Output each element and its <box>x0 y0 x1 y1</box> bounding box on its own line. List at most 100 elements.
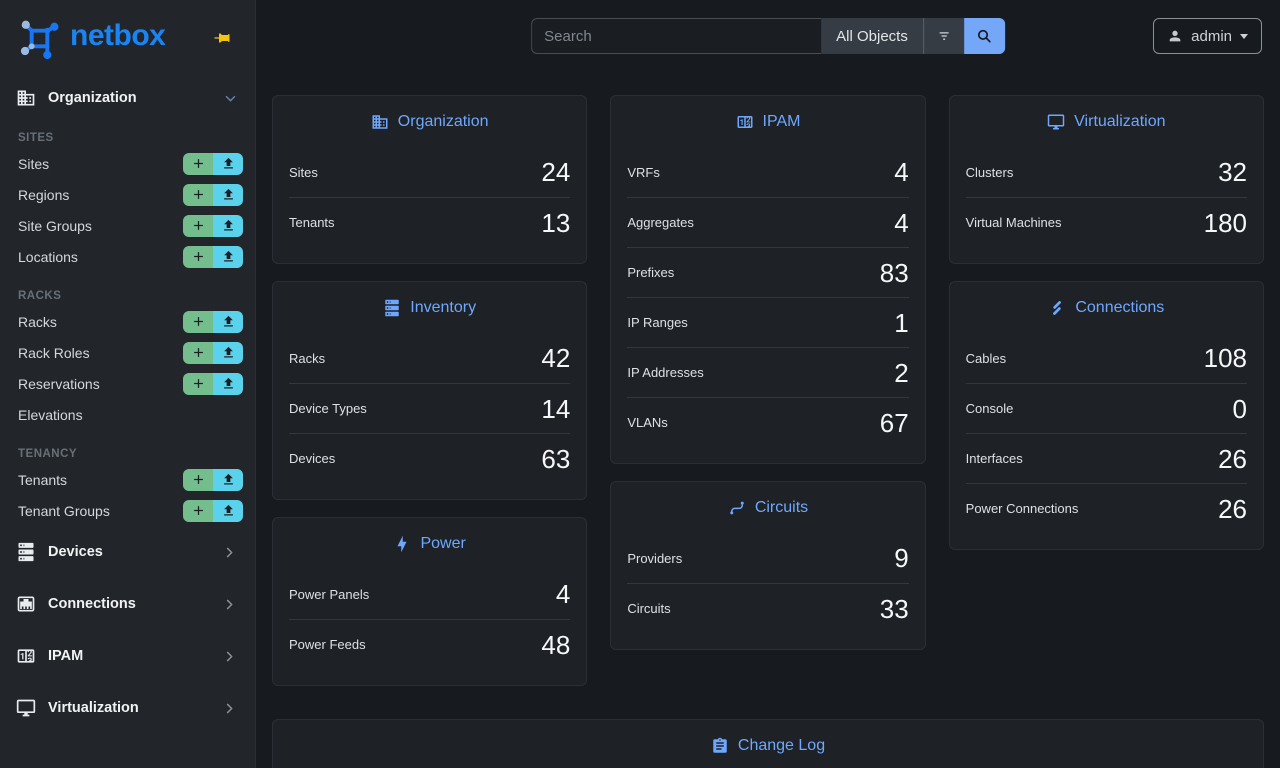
stat-row: Cables 108 <box>966 333 1247 383</box>
import-button[interactable] <box>213 310 243 333</box>
monitor-icon <box>16 698 36 718</box>
import-button[interactable] <box>213 341 243 364</box>
stat-label-link[interactable]: VLANs <box>627 415 668 430</box>
stat-label-link[interactable]: Power Connections <box>965 501 1079 516</box>
caret-down-icon <box>1240 33 1248 39</box>
sidebar-item-tenants[interactable]: Tenants <box>0 464 255 495</box>
sidebar-group-virtualization[interactable]: Virtualization <box>0 682 255 734</box>
sidebar-item-regions[interactable]: Regions <box>0 179 255 210</box>
stat-label-link[interactable]: Virtual Machines <box>965 215 1062 230</box>
add-button[interactable] <box>183 372 213 395</box>
stat-label-link[interactable]: Power Feeds <box>289 637 366 652</box>
import-button[interactable] <box>213 468 243 491</box>
brand-name: netbox <box>70 19 166 52</box>
stat-label-link[interactable]: Interfaces <box>965 451 1023 466</box>
stat-row: Clusters 32 <box>966 147 1247 197</box>
stat-row: Tenants 13 <box>289 197 571 247</box>
stat-label-link[interactable]: Racks <box>289 350 326 366</box>
filter-button[interactable] <box>922 18 964 54</box>
sidebar-item-locations[interactable]: Locations <box>0 241 255 272</box>
stat-rows: Cables 108 Console 0 Interfaces 26 Power… <box>965 333 1247 533</box>
stat-label-link[interactable]: Power Panels <box>289 586 370 602</box>
user-menu-button[interactable]: admin <box>1153 18 1262 54</box>
stat-label-link[interactable]: Aggregates <box>627 215 694 230</box>
stat-label-link[interactable]: VRFs <box>627 164 660 180</box>
card-title-link[interactable]: Inventory <box>273 282 586 333</box>
card-title-link[interactable]: Circuits <box>611 482 924 533</box>
stat-row: Interfaces 26 <box>965 433 1247 483</box>
stat-label-link[interactable]: Providers <box>627 550 683 566</box>
card-title: Power <box>420 534 466 552</box>
stat-value: 83 <box>879 257 909 288</box>
item-action-group <box>183 183 243 206</box>
import-button[interactable] <box>213 499 243 522</box>
add-button[interactable] <box>183 468 213 491</box>
clipboard-icon <box>711 737 729 755</box>
card-circuits: Circuits Providers 9 Circuits 33 <box>610 481 926 650</box>
stat-label-link[interactable]: Sites <box>289 164 318 180</box>
stat-label-link[interactable]: Console <box>965 401 1014 416</box>
card-title-link[interactable]: IPAM <box>611 96 924 147</box>
add-button[interactable] <box>183 152 213 175</box>
stat-label-link[interactable]: Devices <box>289 451 336 466</box>
stat-value: 48 <box>541 629 571 660</box>
import-button[interactable] <box>213 183 243 206</box>
stat-label-link[interactable]: Cables <box>965 350 1007 366</box>
stat-label-link[interactable]: Clusters <box>965 164 1014 180</box>
chevron-right-icon <box>222 545 237 560</box>
card-title-link[interactable]: Organization <box>273 96 586 147</box>
search-button[interactable] <box>963 18 1005 54</box>
stat-row: VLANs 67 <box>627 397 909 447</box>
add-button[interactable] <box>183 341 213 364</box>
import-button[interactable] <box>213 152 243 175</box>
search-input[interactable] <box>531 18 822 54</box>
card-title-link[interactable]: Power <box>273 518 586 569</box>
sidebar-group-connections[interactable]: Connections <box>0 578 255 630</box>
upload-icon <box>221 218 236 233</box>
stat-label-link[interactable]: Tenants <box>289 215 335 230</box>
sidebar-item-sites[interactable]: Sites <box>0 148 255 179</box>
add-button[interactable] <box>183 214 213 237</box>
stat-label-link[interactable]: IP Ranges <box>627 315 688 330</box>
import-button[interactable] <box>213 214 243 237</box>
stat-value: 2 <box>894 357 909 388</box>
add-button[interactable] <box>183 310 213 333</box>
stat-label-link[interactable]: Prefixes <box>627 265 675 280</box>
upload-icon <box>221 472 236 487</box>
sidebar-item-racks[interactable]: Racks <box>0 306 255 337</box>
item-action-group <box>183 468 243 491</box>
card-title-link[interactable]: Change Log <box>273 720 1263 768</box>
sidebar-item-rack-roles[interactable]: Rack Roles <box>0 337 255 368</box>
stat-label-link[interactable]: Device Types <box>289 401 367 416</box>
sidebar-group-devices[interactable]: Devices <box>0 526 255 578</box>
add-button[interactable] <box>183 499 213 522</box>
sidebar-group-ipam[interactable]: IPAM <box>0 630 255 682</box>
card-title-link[interactable]: Virtualization <box>950 96 1263 147</box>
search-scope-button[interactable]: All Objects <box>821 18 923 54</box>
transit-icon <box>728 499 746 517</box>
add-button[interactable] <box>183 183 213 206</box>
server-icon <box>16 542 36 562</box>
upload-icon <box>221 503 236 518</box>
import-button[interactable] <box>213 245 243 268</box>
card-title-link[interactable]: Connections <box>950 282 1263 333</box>
add-button[interactable] <box>183 245 213 268</box>
sidebar-item-elevations[interactable]: Elevations <box>0 399 255 430</box>
sidebar-item-site-groups[interactable]: Site Groups <box>0 210 255 241</box>
search-icon <box>975 27 993 45</box>
sidebar-item-label: Reservations <box>18 375 100 392</box>
stat-row: Power Feeds 48 <box>289 619 571 669</box>
dashboard-column: Organization Sites 24 Tenants 13 Inv <box>272 95 588 686</box>
stat-label-link[interactable]: IP Addresses <box>627 365 704 380</box>
card-connections: Connections Cables 108 Console 0 Interfa… <box>948 281 1264 550</box>
sidebar-item-label: Regions <box>18 186 70 203</box>
stat-label-link[interactable]: Circuits <box>627 601 671 616</box>
sidebar-group-organization[interactable]: Organization <box>0 82 255 114</box>
import-button[interactable] <box>213 372 243 395</box>
brand-link[interactable]: netbox <box>16 15 166 62</box>
pin-sidebar-button[interactable] <box>213 29 231 47</box>
sidebar-item-reservations[interactable]: Reservations <box>0 368 255 399</box>
pin-icon <box>213 29 231 47</box>
sidebar-item-tenant-groups[interactable]: Tenant Groups <box>0 495 255 526</box>
sidebar-item-label: Locations <box>18 248 78 265</box>
